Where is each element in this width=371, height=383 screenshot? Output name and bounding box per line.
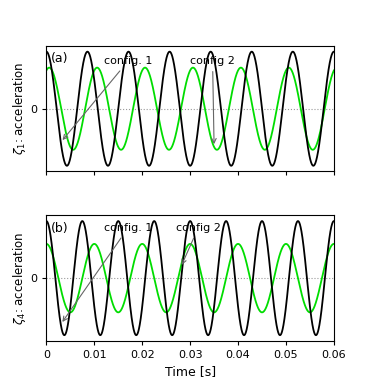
Text: config 2: config 2 xyxy=(176,223,221,264)
X-axis label: Time [s]: Time [s] xyxy=(165,365,216,378)
Text: (a): (a) xyxy=(51,52,68,65)
Text: (b): (b) xyxy=(51,222,68,235)
Text: config 2: config 2 xyxy=(190,56,235,143)
Y-axis label: $\zeta_1$: acceleration: $\zeta_1$: acceleration xyxy=(10,62,27,155)
Text: config. 1: config. 1 xyxy=(63,56,152,139)
Text: config. 1: config. 1 xyxy=(63,223,152,321)
Y-axis label: $\zeta_4$: acceleration: $\zeta_4$: acceleration xyxy=(10,232,27,325)
